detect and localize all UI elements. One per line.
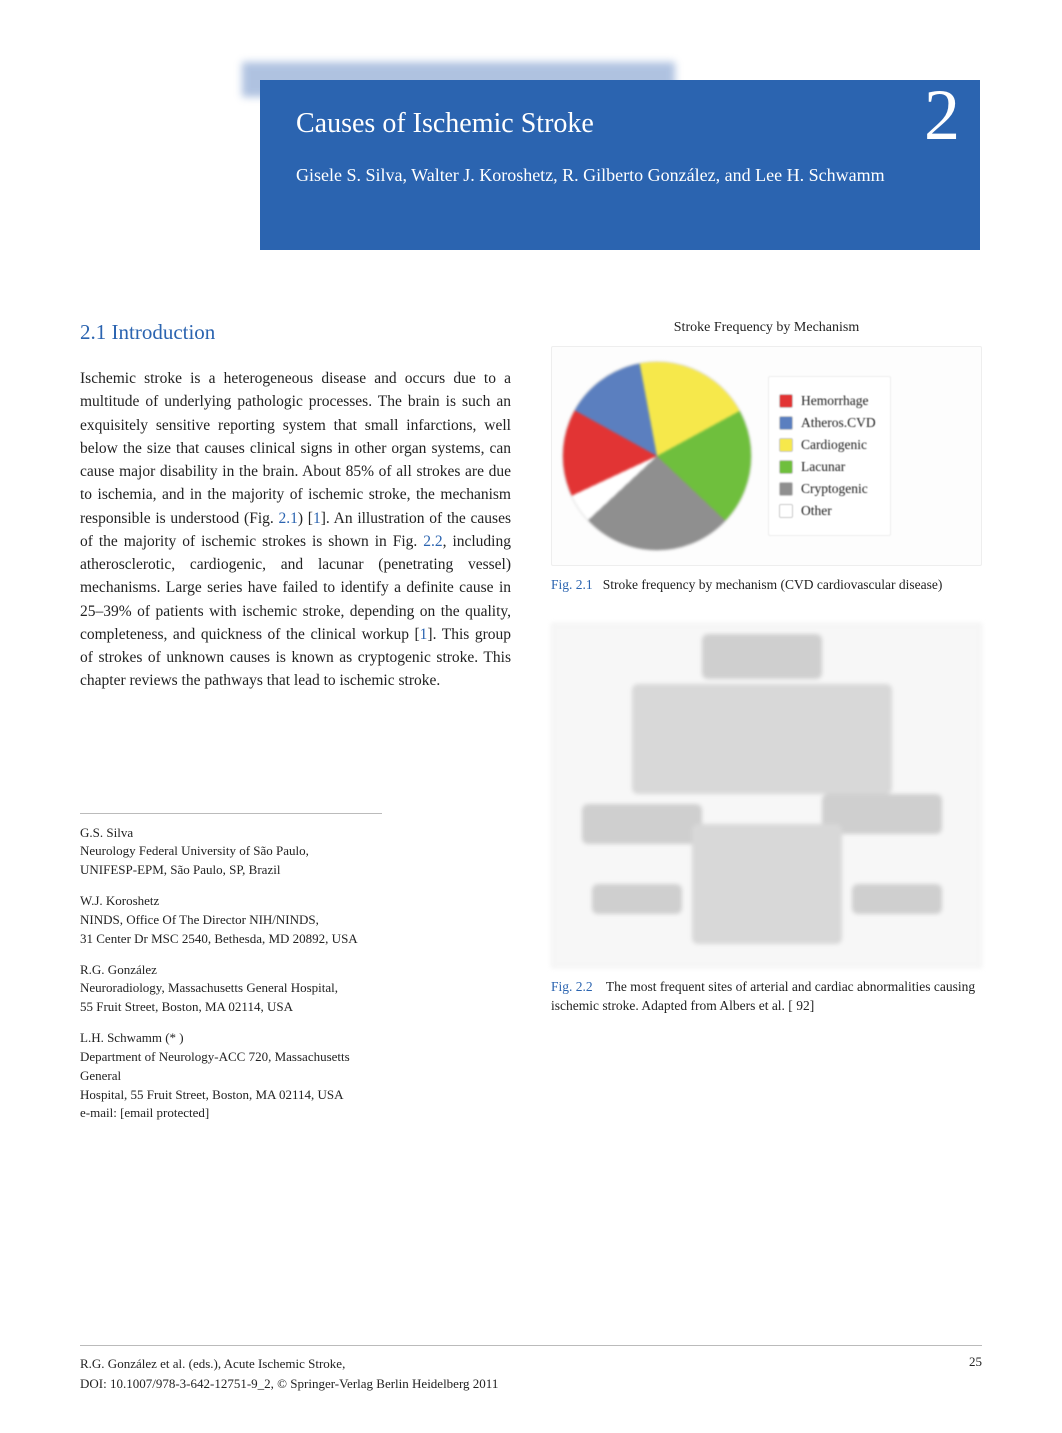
figure1-title: Stroke Frequency by Mechanism xyxy=(551,320,982,336)
footer-citation-line2: DOI: 10.1007/978-3-642-12751-9_2, © Spri… xyxy=(80,1376,498,1391)
diagram-shape xyxy=(852,884,942,914)
legend-swatch xyxy=(779,438,793,452)
figure2-citation: 92 xyxy=(796,998,810,1013)
legend-swatch xyxy=(779,416,793,430)
section-heading: 2.1 Introduction xyxy=(80,320,511,345)
figure2-caption-text: The most frequent sites of arterial and … xyxy=(551,979,975,1013)
affiliation-block: G.S. SilvaNeurology Federal University o… xyxy=(80,824,382,881)
affiliation-line: e-mail: [email protected] xyxy=(80,1104,382,1123)
left-column: 2.1 Introduction Ischemic stroke is a he… xyxy=(80,320,511,1135)
affiliation-line: Department of Neurology-ACC 720, Massach… xyxy=(80,1048,382,1086)
legend-item: Other xyxy=(779,503,876,519)
figure1-box: Hemorrhage Atheros.CVD Cardiogenic Lacunar C… xyxy=(551,346,982,566)
legend-swatch xyxy=(779,482,793,496)
affiliation-name: L.H. Schwamm (* ) xyxy=(80,1029,382,1048)
affiliation-line: NINDS, Office Of The Director NIH/NINDS, xyxy=(80,911,382,930)
page-number: 25 xyxy=(969,1354,982,1393)
banner-box: 2 Causes of Ischemic Stroke Gisele S. Si… xyxy=(260,80,980,250)
page-footer: R.G. González et al. (eds.), Acute Ische… xyxy=(80,1345,982,1393)
diagram-shape xyxy=(592,884,682,914)
affiliation-name: W.J. Koroshetz xyxy=(80,892,382,911)
legend-label: Cardiogenic xyxy=(801,437,867,453)
affiliation-block: L.H. Schwamm (* )Department of Neurology… xyxy=(80,1029,382,1123)
pie-legend: Hemorrhage Atheros.CVD Cardiogenic Lacunar C… xyxy=(768,376,891,536)
footer-left: R.G. González et al. (eds.), Acute Ische… xyxy=(80,1354,498,1393)
legend-label: Atheros.CVD xyxy=(801,415,876,431)
diagram-shape xyxy=(692,824,842,944)
legend-label: Other xyxy=(801,503,832,519)
legend-item: Atheros.CVD xyxy=(779,415,876,431)
affiliation-line: UNIFESP-EPM, São Paulo, SP, Brazil xyxy=(80,861,382,880)
diagram-shape xyxy=(582,804,702,844)
affiliation-line: Neuroradiology, Massachusetts General Ho… xyxy=(80,979,382,998)
legend-swatch xyxy=(779,504,793,518)
right-column: Stroke Frequency by Mechanism Hemorrhage… xyxy=(551,320,982,1135)
affiliation-block: W.J. KoroshetzNINDS, Office Of The Direc… xyxy=(80,892,382,949)
chapter-title: Causes of Ischemic Stroke xyxy=(296,108,944,140)
figure2-diagram xyxy=(551,623,982,968)
pie-chart xyxy=(562,361,752,551)
affiliation-line: 55 Fruit Street, Boston, MA 02114, USA xyxy=(80,998,382,1017)
legend-item: Hemorrhage xyxy=(779,393,876,409)
affiliation-line: Hospital, 55 Fruit Street, Boston, MA 02… xyxy=(80,1086,382,1105)
figure2-caption: Fig. 2.2 The most frequent sites of arte… xyxy=(551,978,982,1016)
chapter-number: 2 xyxy=(924,74,960,157)
figure1-caption-text: Stroke frequency by mechanism (CVD cardi… xyxy=(603,577,943,592)
affiliation-line: 31 Center Dr MSC 2540, Bethesda, MD 2089… xyxy=(80,930,382,949)
figure2-caption-label: Fig. 2.2 xyxy=(551,979,593,994)
legend-item: Lacunar xyxy=(779,459,876,475)
author-affiliations: G.S. SilvaNeurology Federal University o… xyxy=(80,813,382,1124)
affiliation-line: Neurology Federal University of São Paul… xyxy=(80,842,382,861)
chapter-authors: Gisele S. Silva, Walter J. Koroshetz, R.… xyxy=(296,162,944,189)
legend-label: Lacunar xyxy=(801,459,845,475)
legend-swatch xyxy=(779,460,793,474)
affiliation-block: R.G. GonzálezNeuroradiology, Massachuset… xyxy=(80,961,382,1018)
legend-label: Hemorrhage xyxy=(801,393,868,409)
legend-swatch xyxy=(779,394,793,408)
diagram-shape xyxy=(632,684,892,794)
intro-paragraph: Ischemic stroke is a heterogeneous disea… xyxy=(80,367,511,693)
chapter-banner: 2 Causes of Ischemic Stroke Gisele S. Si… xyxy=(260,80,982,250)
legend-item: Cardiogenic xyxy=(779,437,876,453)
legend-label: Cryptogenic xyxy=(801,481,868,497)
figure1-caption-label: Fig. 2.1 xyxy=(551,577,593,592)
diagram-shape xyxy=(702,634,822,679)
affiliation-name: R.G. González xyxy=(80,961,382,980)
footer-citation-line1: R.G. González et al. (eds.), Acute Ische… xyxy=(80,1356,345,1371)
legend-item: Cryptogenic xyxy=(779,481,876,497)
affiliation-name: G.S. Silva xyxy=(80,824,382,843)
figure1-caption: Fig. 2.1 Stroke frequency by mechanism (… xyxy=(551,576,982,595)
figure2-caption-tail: ] xyxy=(810,998,815,1013)
